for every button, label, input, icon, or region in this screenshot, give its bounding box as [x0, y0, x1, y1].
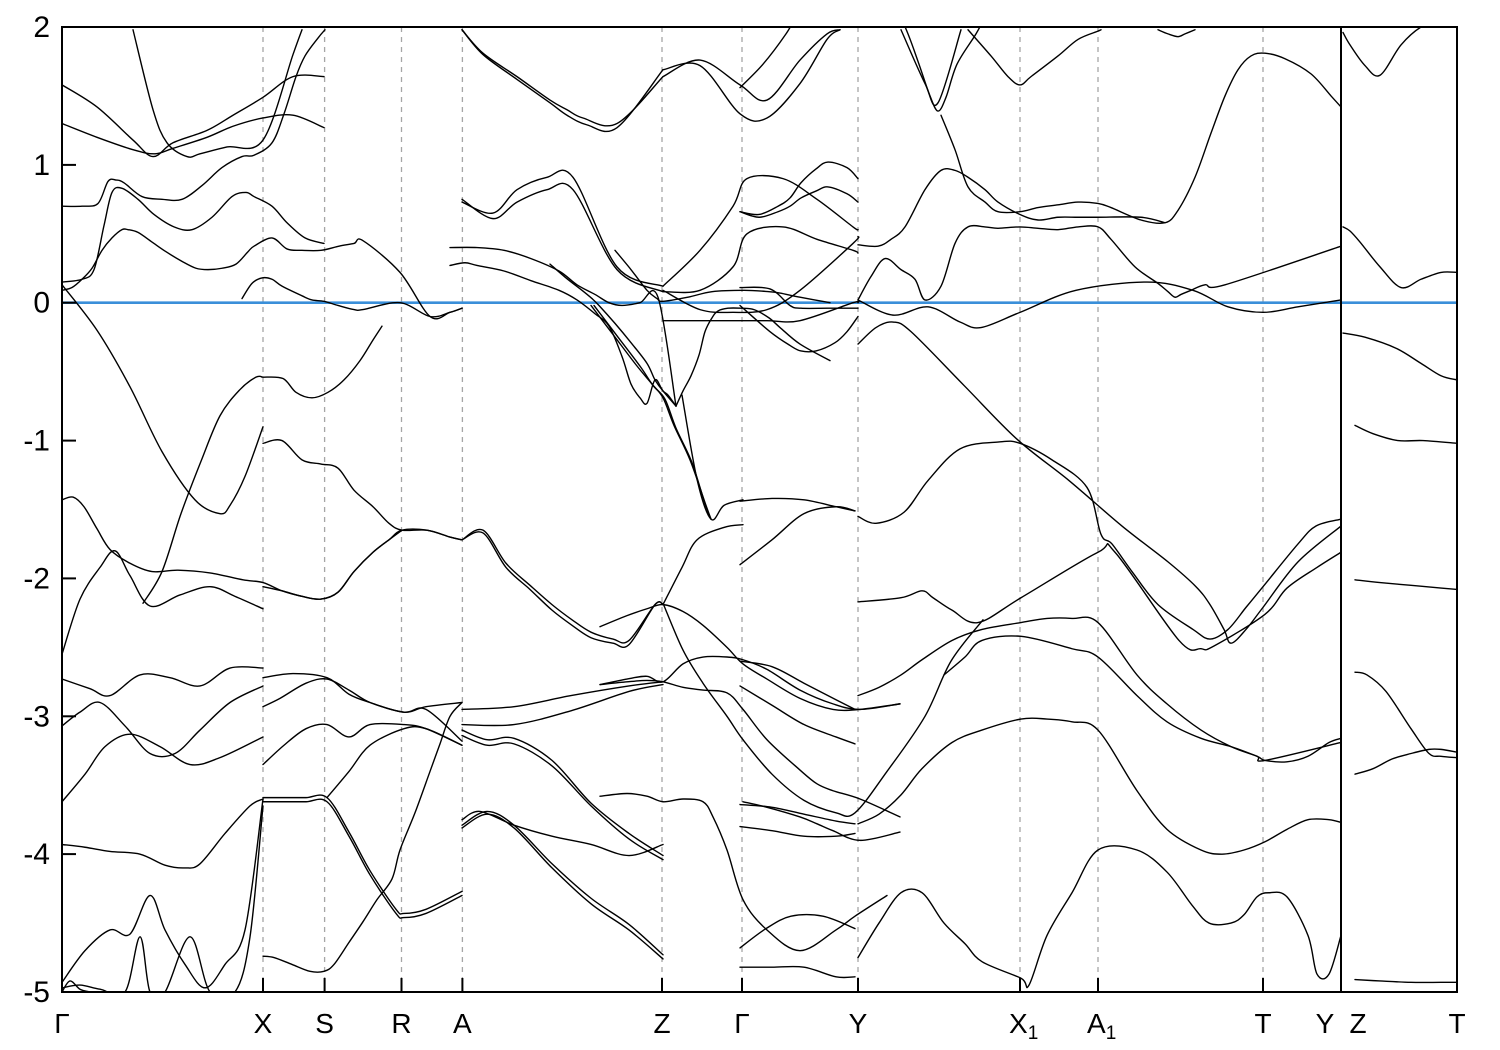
svg-text:0: 0: [33, 287, 50, 320]
svg-text:T: T: [1254, 1008, 1271, 1039]
svg-text:Y: Y: [849, 1008, 868, 1039]
svg-text:2: 2: [33, 11, 50, 44]
svg-text:-3: -3: [23, 700, 50, 733]
svg-text:T: T: [1448, 1008, 1465, 1039]
svg-text:-4: -4: [23, 838, 50, 871]
svg-text:Γ: Γ: [734, 1008, 749, 1039]
svg-text:A: A: [453, 1008, 472, 1039]
svg-text:-1: -1: [23, 425, 50, 458]
svg-text:Γ: Γ: [54, 1008, 69, 1039]
svg-text:R: R: [391, 1008, 411, 1039]
svg-text:-2: -2: [23, 562, 50, 595]
svg-text:S: S: [315, 1008, 334, 1039]
svg-text:-5: -5: [23, 976, 50, 1009]
svg-text:1: 1: [33, 149, 50, 182]
svg-text:Z: Z: [653, 1008, 670, 1039]
svg-text:Y: Y: [1316, 1008, 1335, 1039]
svg-text:Z: Z: [1349, 1008, 1366, 1039]
svg-text:X: X: [254, 1008, 273, 1039]
